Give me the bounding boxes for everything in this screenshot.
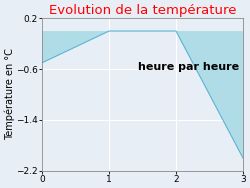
Title: Evolution de la température: Evolution de la température [49, 4, 236, 17]
Text: heure par heure: heure par heure [138, 62, 239, 72]
Y-axis label: Température en °C: Température en °C [4, 49, 15, 140]
